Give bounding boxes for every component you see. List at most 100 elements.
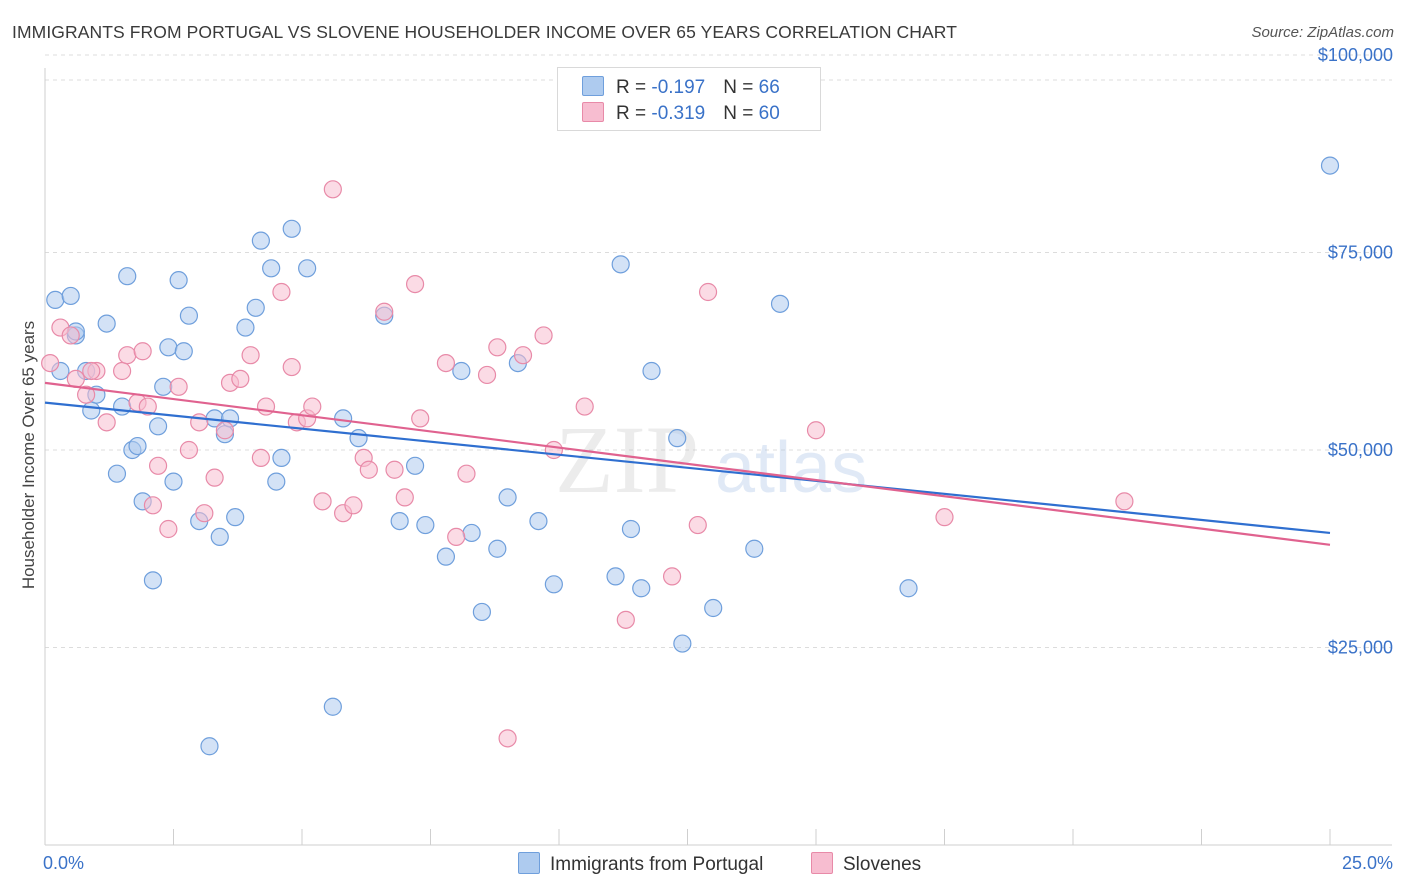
chart-title: IMMIGRANTS FROM PORTUGAL VS SLOVENE HOUS… xyxy=(12,22,958,42)
legend-n-label: N = xyxy=(723,77,759,98)
bottom-legend-label-slovenes: Slovenes xyxy=(843,854,922,875)
point-slovenes xyxy=(195,504,214,523)
point-slovenes xyxy=(272,282,291,302)
y-axis-title: Householder Income Over 65 years xyxy=(19,321,38,589)
point-slovenes xyxy=(77,385,96,404)
point-portugal xyxy=(112,397,132,416)
point-slovenes xyxy=(375,302,394,321)
point-slovenes xyxy=(323,180,342,199)
bottom-legend-slovenes[interactable]: Slovenes xyxy=(811,852,921,876)
point-portugal xyxy=(668,429,687,448)
point-slovenes xyxy=(534,326,553,345)
point-portugal xyxy=(148,417,168,436)
legend-n-value: 60 xyxy=(758,103,780,124)
point-portugal xyxy=(246,298,265,317)
point-slovenes xyxy=(385,460,404,479)
x-tick-labels: 0.0% 25.0% xyxy=(43,853,1393,873)
point-portugal xyxy=(200,737,219,756)
bottom-legend-portugal[interactable]: Immigrants from Portugal xyxy=(518,852,763,876)
point-portugal xyxy=(159,338,178,357)
point-portugal xyxy=(251,231,270,250)
point-slovenes xyxy=(447,527,466,547)
point-portugal xyxy=(128,436,147,456)
point-portugal xyxy=(107,464,127,483)
legend-r-label: R = xyxy=(616,77,652,98)
point-portugal xyxy=(298,259,317,278)
point-slovenes xyxy=(66,369,85,388)
point-portugal xyxy=(642,361,661,381)
point-slovenes xyxy=(241,346,260,365)
legend-n-label: N = xyxy=(723,103,759,124)
point-portugal xyxy=(169,271,188,290)
point-slovenes xyxy=(169,377,188,396)
legend-r-label: R = xyxy=(616,103,652,124)
point-portugal xyxy=(498,488,517,507)
point-slovenes xyxy=(97,413,116,432)
y-tick-label: $75,000 xyxy=(1328,243,1393,263)
point-slovenes xyxy=(436,354,456,373)
y-tick-label: $50,000 xyxy=(1328,440,1393,460)
series-slovenes-points xyxy=(41,180,1134,748)
point-portugal xyxy=(97,314,116,333)
watermark-zip: ZIP xyxy=(555,406,699,513)
point-slovenes xyxy=(411,409,430,428)
point-portugal xyxy=(899,579,918,598)
point-slovenes xyxy=(698,282,718,302)
point-portugal xyxy=(282,219,301,238)
point-slovenes xyxy=(488,338,507,357)
y-tick-label: $25,000 xyxy=(1328,638,1393,658)
point-portugal xyxy=(632,579,651,598)
point-portugal xyxy=(164,472,183,491)
point-slovenes xyxy=(215,421,234,440)
point-slovenes xyxy=(359,460,378,479)
point-portugal xyxy=(334,409,353,428)
point-portugal xyxy=(267,472,286,491)
point-slovenes xyxy=(477,365,497,385)
point-slovenes xyxy=(395,488,414,507)
point-portugal xyxy=(488,539,507,558)
point-slovenes xyxy=(344,496,363,515)
legend-swatch-slovenes xyxy=(582,102,604,122)
trend-lines xyxy=(44,381,1331,546)
trend-line-portugal xyxy=(44,401,1331,535)
point-portugal xyxy=(452,361,471,381)
chart-source: Source: ZipAtlas.com xyxy=(1251,24,1394,41)
point-slovenes xyxy=(133,342,152,361)
point-slovenes xyxy=(251,448,270,467)
point-slovenes xyxy=(544,440,563,460)
point-slovenes xyxy=(159,519,178,539)
point-slovenes xyxy=(190,413,209,432)
y-tick-label: $100,000 xyxy=(1318,45,1393,65)
point-portugal xyxy=(704,598,723,618)
bottom-legend-swatch-slovenes xyxy=(811,852,833,874)
point-slovenes xyxy=(138,397,157,416)
watermark: ZIP atlas xyxy=(555,406,867,513)
point-portugal xyxy=(154,377,173,396)
point-portugal xyxy=(405,456,425,475)
point-portugal xyxy=(544,575,563,594)
point-portugal xyxy=(272,448,291,467)
point-portugal xyxy=(236,318,255,337)
x-tick-label: 0.0% xyxy=(43,853,84,873)
point-portugal xyxy=(262,259,281,278)
legend-swatch-portugal xyxy=(582,76,604,96)
point-portugal xyxy=(529,511,548,531)
y-tick-labels: $25,000 $50,000 $75,000 $100,000 xyxy=(1318,45,1393,658)
point-slovenes xyxy=(616,610,635,629)
bottom-legend-swatch-portugal xyxy=(518,852,540,874)
trend-line-slovenes xyxy=(44,381,1331,546)
point-slovenes xyxy=(303,397,322,416)
point-slovenes xyxy=(118,346,137,365)
point-portugal xyxy=(436,547,456,566)
point-slovenes xyxy=(313,492,332,511)
point-portugal xyxy=(226,508,245,527)
point-portugal xyxy=(143,571,163,590)
point-portugal xyxy=(61,286,80,306)
point-slovenes xyxy=(513,346,533,365)
legend-row-slovenes: R = -0.319 N = 60 xyxy=(582,102,780,126)
point-portugal xyxy=(673,634,692,653)
point-portugal xyxy=(606,567,625,586)
point-portugal xyxy=(472,602,491,622)
point-slovenes xyxy=(806,421,826,440)
